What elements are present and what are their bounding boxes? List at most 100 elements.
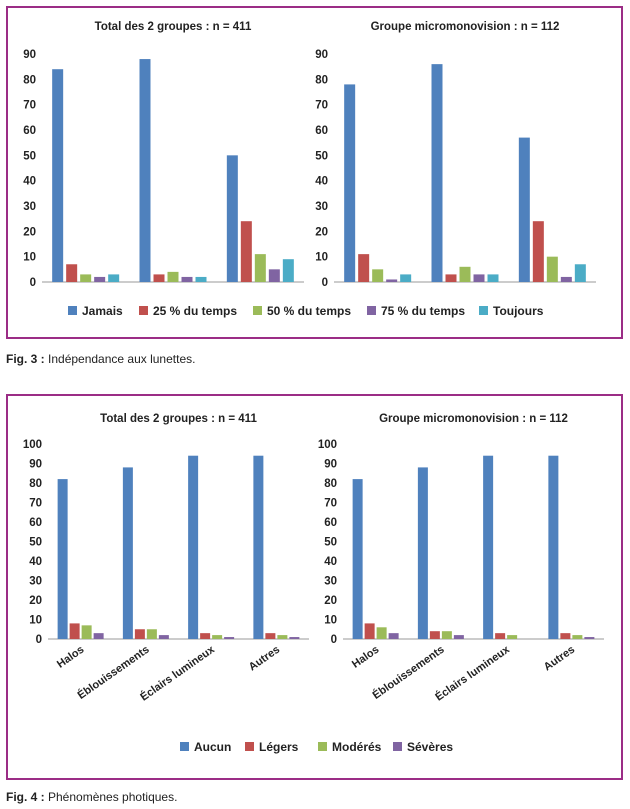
bar-légers: [495, 633, 506, 639]
legend: Aucun Légers Modérés Sévères: [180, 740, 453, 754]
chart-1: Total des 2 groupes : n = 411 0 10 20 30 40 50…: [23, 21, 304, 289]
y-tick-label: 80: [324, 478, 337, 490]
y-tick-label: 90: [315, 49, 328, 61]
bar-50-du-temps: [80, 274, 92, 282]
bar-50-du-temps: [459, 266, 471, 282]
y-tick-label: 10: [23, 252, 36, 264]
y-tick-label: 30: [29, 576, 42, 588]
bar-aucun: [417, 467, 428, 639]
y-tick-label: 40: [29, 556, 42, 568]
x-tick-label: Autres: [542, 644, 577, 674]
bar-modérés: [81, 625, 92, 639]
bar-légers: [429, 631, 440, 639]
chart-title: Groupe micromonovision : n = 112: [379, 413, 568, 425]
y-tick-label: 60: [324, 517, 337, 529]
bar-toujours: [282, 259, 294, 282]
y-tick-label: 50: [29, 537, 42, 549]
bar-toujours: [400, 274, 412, 282]
figure-4-panel: Total des 2 groupes : n = 411 0 10 20 30 40 50…: [6, 394, 623, 780]
y-tick-label: 70: [324, 498, 337, 510]
y-tick-label: 100: [318, 439, 337, 451]
bar-jamais: [518, 137, 530, 282]
chart-4: Groupe micromonovision : n = 112 0 10 20 30 4…: [318, 413, 604, 704]
bar-sévères: [289, 637, 300, 639]
bar-25-du-temps: [358, 254, 370, 282]
chart-title: Total des 2 groupes : n = 411: [100, 413, 257, 425]
figure-4-caption-text: Phénomènes photiques.: [44, 790, 178, 804]
bar-75-du-temps: [386, 279, 398, 282]
y-tick-label: 80: [315, 74, 328, 86]
figure-3-caption: Fig. 3 : Indépendance aux lunettes.: [6, 352, 195, 366]
bar-légers: [69, 623, 80, 639]
bar-jamais: [226, 155, 238, 282]
bar-aucun: [483, 455, 494, 639]
bar-modérés: [146, 629, 157, 639]
y-tick-label: 50: [23, 150, 36, 162]
legend-label: Aucun: [194, 740, 231, 754]
chart-3: Total des 2 groupes : n = 411 0 10 20 30 40 50…: [23, 413, 309, 704]
figure-3-panel: Total des 2 groupes : n = 411 0 10 20 30 40 50…: [6, 6, 623, 339]
y-tick-label: 0: [322, 277, 328, 289]
bar-25-du-temps: [153, 274, 165, 282]
bar-aucun: [57, 479, 68, 639]
bar-légers: [134, 629, 145, 639]
bar-jamais: [431, 64, 443, 282]
y-tick-label: 30: [23, 201, 36, 213]
bar-50-du-temps: [254, 254, 266, 282]
y-tick-label: 80: [29, 478, 42, 490]
legend-label: Modérés: [332, 740, 382, 754]
bar-sévères: [584, 637, 595, 639]
bar-sévères: [158, 635, 169, 639]
y-tick-label: 60: [29, 517, 42, 529]
figure-3-caption-text: Indépendance aux lunettes.: [44, 352, 196, 366]
y-tick-label: 60: [23, 125, 36, 137]
legend-label: 25 % du temps: [153, 304, 237, 318]
bar-modérés: [376, 627, 387, 639]
legend-swatch: [68, 306, 77, 315]
y-tick-label: 40: [315, 176, 328, 188]
bar-sévères: [224, 637, 235, 639]
x-tick-label: Autres: [247, 644, 282, 674]
y-tick-label: 70: [315, 100, 328, 112]
y-tick-label: 100: [23, 439, 42, 451]
bar-toujours: [487, 274, 499, 282]
legend-label: Sévères: [407, 740, 453, 754]
y-tick-label: 20: [324, 595, 337, 607]
bar-75-du-temps: [181, 276, 193, 282]
bar-modérés: [277, 635, 288, 639]
y-tick-label: 50: [324, 537, 337, 549]
legend-swatch: [180, 742, 189, 751]
y-tick-label: 10: [324, 615, 337, 627]
chart-2: Groupe micromonovision : n = 112 0 10 20 30 4…: [315, 21, 596, 289]
y-tick-label: 90: [29, 459, 42, 471]
figure-3-caption-label: Fig. 3 :: [6, 352, 45, 366]
y-tick-label: 30: [324, 576, 337, 588]
bar-jamais: [139, 59, 151, 282]
bar-modérés: [507, 635, 518, 639]
bar-25-du-temps: [240, 221, 252, 282]
bar-75-du-temps: [473, 274, 485, 282]
bar-modérés: [441, 631, 452, 639]
bar-modérés: [572, 635, 583, 639]
legend-swatch: [245, 742, 254, 751]
legend-swatch: [139, 306, 148, 315]
bar-légers: [560, 633, 571, 639]
x-tick-label: Halos: [350, 644, 381, 671]
legend: Jamais 25 % du temps 50 % du temps 75 % du …: [68, 304, 544, 318]
bar-75-du-temps: [268, 269, 280, 282]
bar-modérés: [212, 635, 223, 639]
bar-50-du-temps: [372, 269, 384, 282]
bar-aucun: [548, 455, 559, 639]
legend-label: 50 % du temps: [267, 304, 351, 318]
legend-swatch: [393, 742, 402, 751]
y-tick-label: 50: [315, 150, 328, 162]
y-tick-label: 80: [23, 74, 36, 86]
bar-légers: [265, 633, 276, 639]
bar-aucun: [122, 467, 133, 639]
bar-légers: [200, 633, 211, 639]
bar-toujours: [108, 274, 120, 282]
y-tick-label: 90: [23, 49, 36, 61]
y-tick-label: 0: [331, 634, 337, 646]
figure-4-caption: Fig. 4 : Phénomènes photiques.: [6, 790, 177, 804]
bar-50-du-temps: [546, 256, 558, 282]
